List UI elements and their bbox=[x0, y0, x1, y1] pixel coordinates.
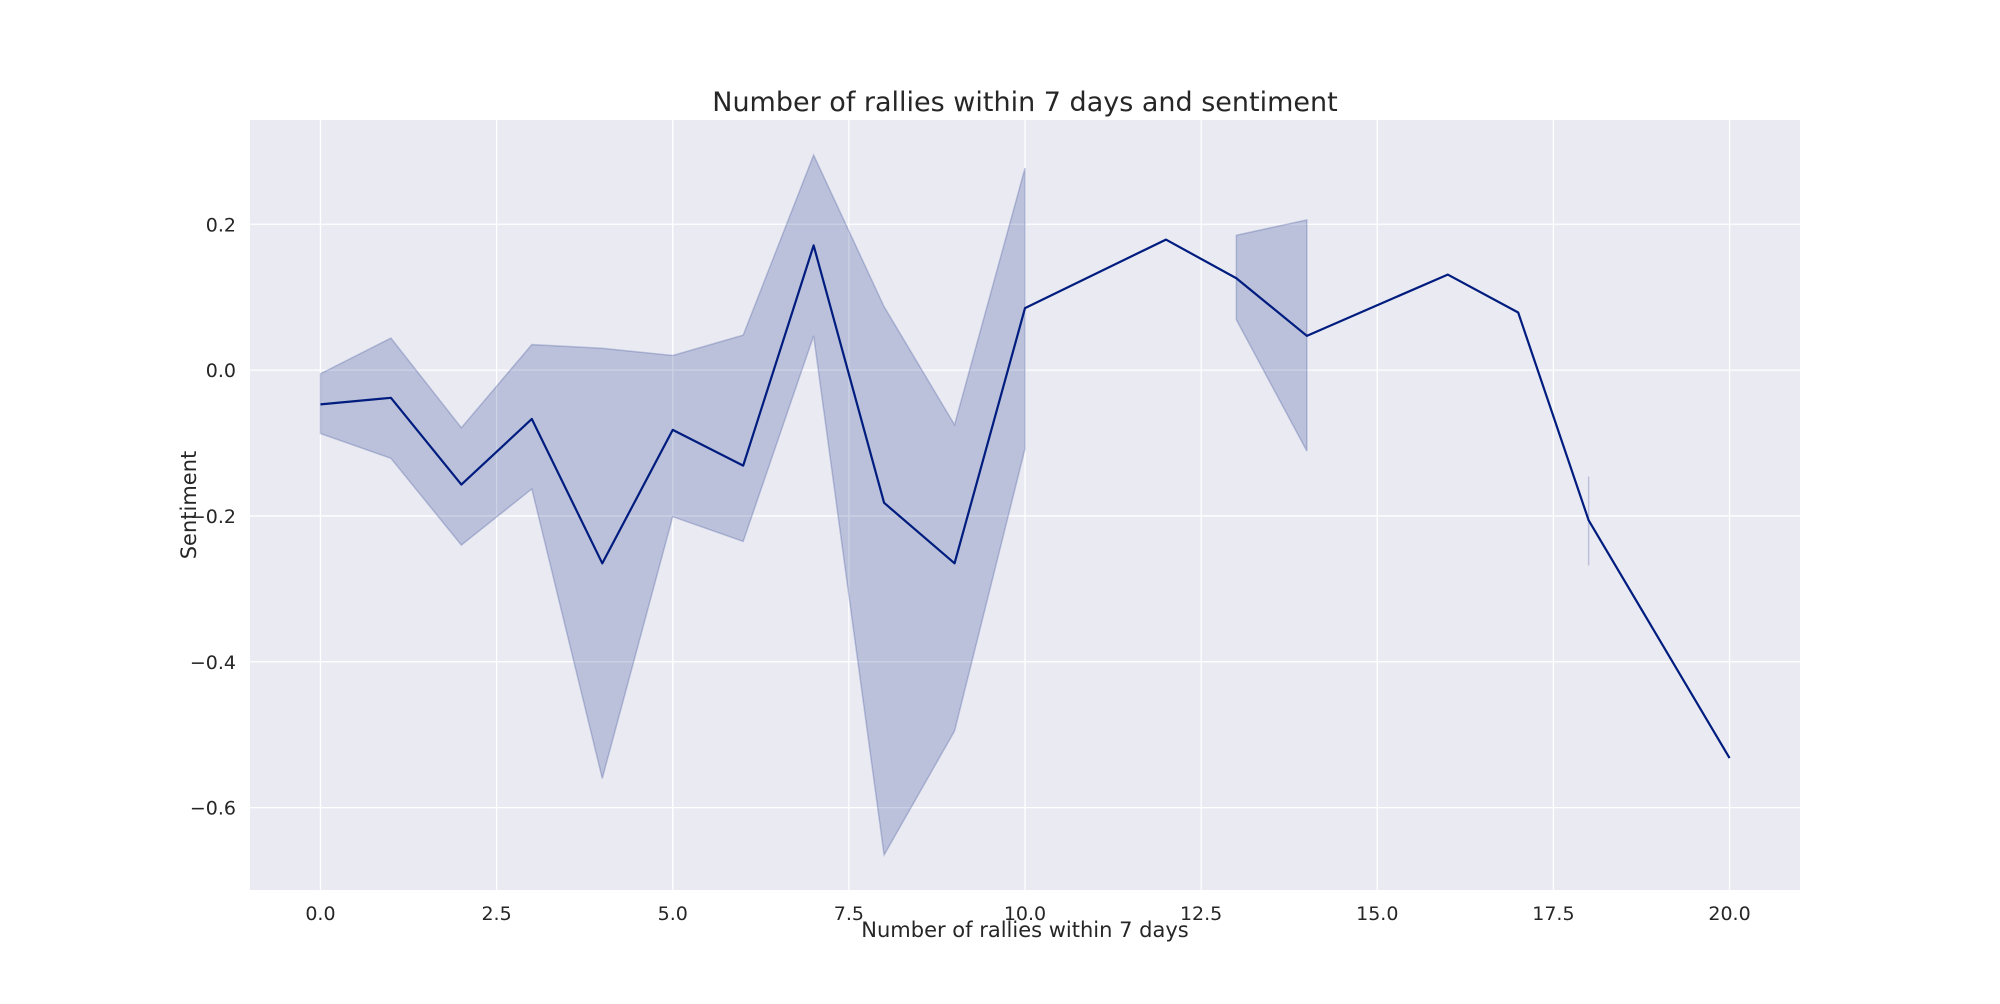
y-tick-label: 0.2 bbox=[206, 214, 236, 236]
y-tick-label: 0.0 bbox=[206, 360, 236, 382]
x-axis-label: Number of rallies within 7 days bbox=[861, 918, 1188, 942]
y-tick-label: −0.6 bbox=[190, 798, 236, 820]
x-tick-label: 7.5 bbox=[834, 903, 864, 925]
x-tick-label: 20.0 bbox=[1708, 903, 1750, 925]
y-tick-label: −0.4 bbox=[190, 652, 236, 674]
x-tick-label: 15.0 bbox=[1356, 903, 1398, 925]
y-axis-label: Sentiment bbox=[177, 451, 201, 560]
x-tick-label: 5.0 bbox=[658, 903, 688, 925]
x-tick-label: 17.5 bbox=[1532, 903, 1574, 925]
x-tick-label: 2.5 bbox=[481, 903, 511, 925]
x-tick-label: 0.0 bbox=[305, 903, 335, 925]
chart-title: Number of rallies within 7 days and sent… bbox=[712, 87, 1337, 118]
